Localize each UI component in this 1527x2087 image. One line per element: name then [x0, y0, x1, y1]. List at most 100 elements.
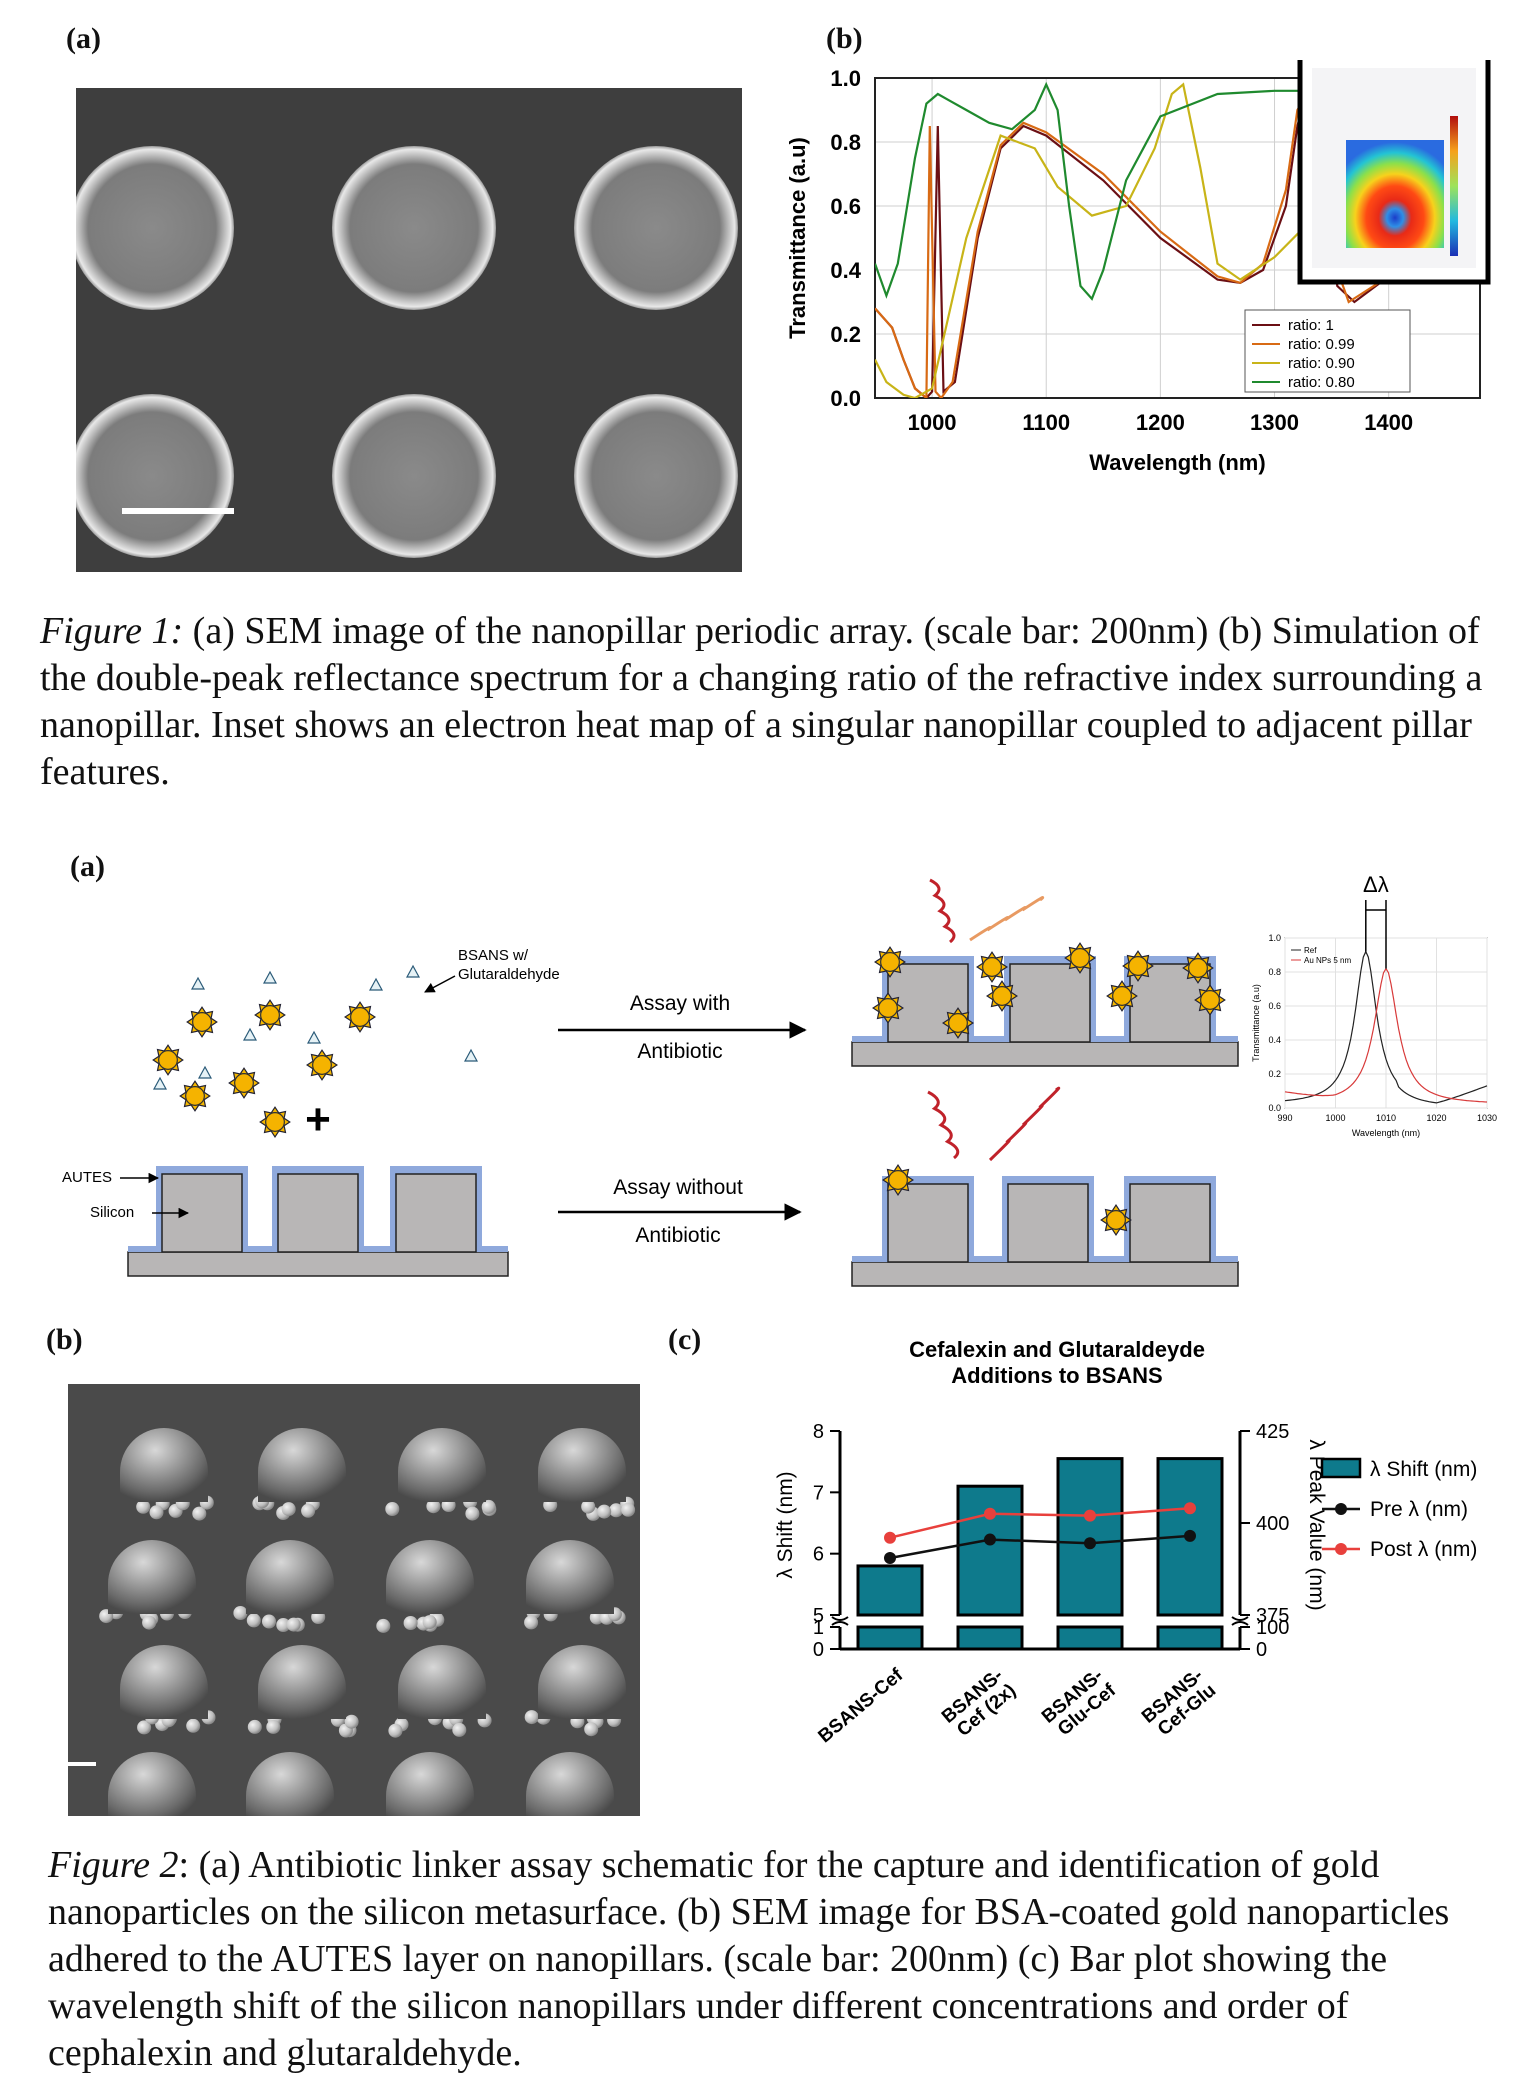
glutaraldehyde-marker	[368, 977, 384, 991]
glutaraldehyde-marker	[405, 964, 421, 978]
coated-nanopillar	[120, 1645, 216, 1735]
pillar-dome	[120, 1428, 208, 1502]
plus-sign: +	[305, 1095, 331, 1144]
nanoparticle-core	[158, 1050, 178, 1070]
series-point	[1184, 1502, 1196, 1515]
coated-nanopillar	[120, 1428, 214, 1521]
gold-nanoparticle-bead	[186, 1718, 201, 1733]
substrate-base	[851, 1261, 1239, 1287]
x-category-line: BSANS-Cef	[814, 1664, 907, 1747]
glutaraldehyde-marker	[190, 976, 206, 990]
fig2-caption-title: Figure 2	[48, 1844, 179, 1886]
gold-nanoparticle	[1194, 984, 1226, 1016]
gold-nanoparticle-bead	[136, 1499, 151, 1514]
fig1-caption-title: Figure 1:	[40, 610, 184, 652]
silicon-pillar	[1129, 1183, 1211, 1263]
gold-nanoparticle-bead	[149, 1505, 164, 1520]
right-axis-label: λ Peak Value (nm)	[1305, 1439, 1328, 1610]
inset-y-tick: 1.0	[1268, 933, 1281, 943]
gold-nanoparticle-bead	[281, 1502, 296, 1517]
legend-entry: λ Shift (nm)	[1370, 1458, 1477, 1481]
coated-nanopillar	[233, 1540, 334, 1632]
left-tick-label: 1	[813, 1617, 824, 1639]
gold-nanoparticle-bead	[376, 1618, 391, 1633]
axis-break-mark	[1231, 1621, 1249, 1626]
right-tick-label: 400	[1256, 1513, 1289, 1535]
coated-nanopillar	[385, 1428, 497, 1521]
glutaraldehyde-marker	[306, 1030, 322, 1044]
bar-upper-3	[1056, 1457, 1124, 1617]
light-wave	[927, 1090, 960, 1160]
colorbar	[1450, 116, 1458, 256]
gold-nanoparticle-bead	[584, 1722, 599, 1737]
nanoparticle-core	[948, 1013, 968, 1033]
fig2-sem-image	[68, 1384, 640, 1816]
silicon-label: Silicon	[90, 1204, 134, 1221]
pillar-dome	[398, 1428, 486, 1502]
legend: ratio: 1 ratio: 0.99 ratio: 0.90 ratio: 0.8…	[1244, 309, 1411, 393]
gold-nanoparticle-bead	[609, 1503, 624, 1518]
inset-y-tick: 0.4	[1268, 1035, 1281, 1045]
chart-title-line1: Cefalexin and Glutaraldeyde	[909, 1337, 1205, 1362]
coated-nanopillar	[524, 1645, 626, 1737]
left-tick-label: 7	[813, 1482, 824, 1504]
pillar-dome	[386, 1540, 474, 1614]
nanoparticle-core	[1070, 948, 1090, 968]
coated-nanopillar	[388, 1645, 492, 1738]
fig2-panel-a-label: (a)	[70, 850, 105, 883]
nanoparticle-core	[260, 1005, 280, 1025]
legend-entry: Post λ (nm)	[1370, 1538, 1477, 1561]
inset-legend-entry: Au NPs 5 nm	[1304, 956, 1351, 965]
x-category-label: BSANS-Cef	[814, 1664, 907, 1747]
bsans-pointer	[424, 975, 456, 993]
nanoparticle-core	[878, 998, 898, 1018]
left-tick-label: 5	[813, 1605, 824, 1627]
gold-nanoparticle-bead	[301, 1503, 316, 1518]
gold-nanoparticle	[976, 951, 1008, 983]
series-point	[984, 1507, 996, 1520]
gold-nanoparticle-bead	[581, 1499, 596, 1514]
x-tick-label: 1200	[1136, 410, 1185, 435]
gold-nanoparticle	[986, 980, 1018, 1012]
gold-nanoparticle-bead	[422, 1615, 437, 1630]
pillar-dome	[108, 1540, 196, 1614]
nanoparticle-core	[982, 957, 1002, 977]
x-tick-label: 1400	[1364, 410, 1413, 435]
gold-nanoparticle	[1122, 950, 1154, 982]
right-tick-label: 0	[1256, 1639, 1267, 1661]
fig1-transmittance-chart: 1000 1100 1200 1300 1400 0.0 0.2 0.4 0.6 0.8 1.0 Wa…	[785, 60, 1491, 475]
fig2-caption: Figure 2: (a) Antibiotic linker assay sc…	[48, 1842, 1508, 2077]
bsans-label-line2: Glutaraldehyde	[458, 966, 560, 983]
legend-swatch-point	[1335, 1503, 1347, 1515]
pillar-dome	[246, 1540, 334, 1614]
inset-x-tick: 1010	[1376, 1113, 1396, 1123]
y-tick-label: 0.0	[830, 386, 861, 411]
gold-nanoparticle-bead	[524, 1615, 539, 1630]
light-wave	[969, 896, 1045, 942]
series-point	[884, 1531, 896, 1544]
series-point	[984, 1533, 996, 1546]
glutaraldehyde-marker	[262, 970, 278, 984]
y-axis-label: Transmittance (a.u)	[785, 137, 810, 339]
coated-nanopillar	[524, 1540, 626, 1630]
fig1-panel-b-label: (b)	[826, 22, 863, 55]
x-category-label: BSANS-Glu-Cef	[1038, 1664, 1121, 1743]
fig2-assay-schematic: BSANS w/Glutaraldehyde + AUTES Silicon Assay…	[62, 872, 1497, 1287]
coated-nanopillar	[376, 1540, 474, 1633]
fig1-caption-text: (a) SEM image of the nanopillar periodic…	[40, 610, 1483, 793]
right-tick-label: 425	[1256, 1421, 1289, 1443]
gold-nanoparticle	[259, 1106, 291, 1138]
gold-nanoparticle-bead	[192, 1506, 207, 1521]
gold-nanoparticle-bead	[481, 1499, 496, 1514]
legend-entry: Pre λ (nm)	[1370, 1498, 1468, 1521]
chart-title-line2: Additions to BSANS	[951, 1363, 1162, 1388]
bar-lower-4	[1156, 1625, 1224, 1651]
axis-break-mark	[831, 1621, 849, 1626]
bar-upper-2	[956, 1484, 1024, 1617]
x-tick-label: 1000	[908, 410, 957, 435]
y-tick-label: 1.0	[830, 66, 861, 91]
legend-entry: ratio: 0.90	[1288, 355, 1355, 372]
autes-label: AUTES	[62, 1169, 112, 1186]
gold-nanoparticle-bead	[233, 1606, 248, 1620]
